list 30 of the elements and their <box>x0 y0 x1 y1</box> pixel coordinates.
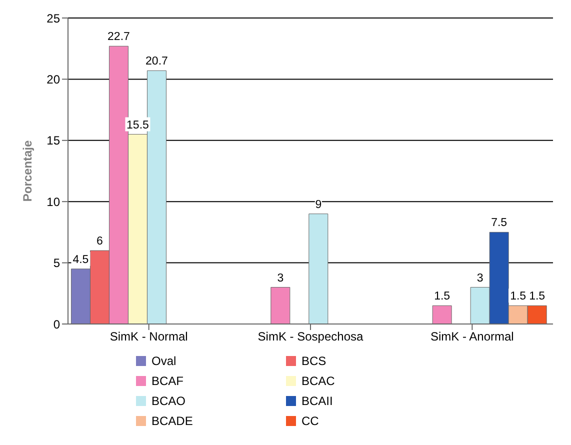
x-tick-label: SimK - Anormal <box>430 330 514 344</box>
legend-label: BCAII <box>302 394 333 408</box>
data-label: 20.7 <box>146 56 168 68</box>
data-label: 1.5 <box>529 290 546 303</box>
data-label: 3 <box>476 272 484 284</box>
y-tick-label: 20 <box>46 72 60 86</box>
legend-label: Oval <box>152 354 176 368</box>
y-tick-label: 25 <box>46 11 60 26</box>
data-label: 1.5 <box>434 290 450 303</box>
data-label: 3 <box>277 272 284 284</box>
y-tick-label: 10 <box>46 194 60 209</box>
data-label: 4.5 <box>72 254 89 266</box>
x-tick-label: SimK - Sospechosa <box>258 330 364 344</box>
legend-label: BCS <box>302 354 326 368</box>
data-label: 22.7 <box>108 31 130 44</box>
data-label: 7.5 <box>491 217 508 230</box>
legend-label: BCAF <box>152 374 184 388</box>
data-label: 1.5 <box>510 290 526 303</box>
y-tick-label: 15 <box>46 134 60 148</box>
y-axis-title: Porcentaje <box>20 140 34 202</box>
legend-label: BCADE <box>152 414 193 428</box>
data-label: 15.5 <box>126 119 149 132</box>
data-label: 6 <box>96 236 103 248</box>
legend-label: BCAC <box>302 374 335 388</box>
legend-label: BCAO <box>152 394 186 408</box>
y-tick-label: 5 <box>53 256 60 270</box>
x-tick-label: SimK - Normal <box>110 330 188 344</box>
y-tick-label: 0 <box>53 317 60 332</box>
legend-label: CC <box>302 414 319 428</box>
data-label: 9 <box>315 198 322 211</box>
